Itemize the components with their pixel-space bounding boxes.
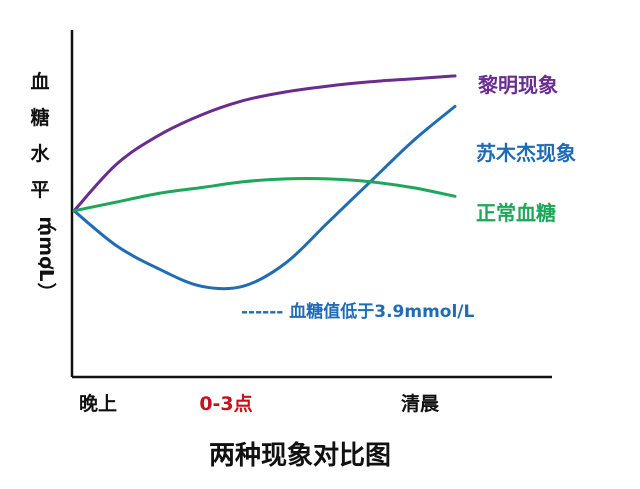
annotation-low-glucose: ------ 血糖值低于3.9mmol/L: [241, 301, 475, 322]
chart-title: 两种现象对比图: [209, 440, 391, 471]
y-axis-label-char: /L: [35, 262, 57, 281]
series-line-somogyi-phenomenon: [72, 104, 457, 291]
x-tick-label: 晚上: [79, 392, 117, 415]
y-axis-label-char: 平: [30, 179, 49, 201]
x-tick-label: 清晨: [401, 392, 440, 415]
series-label-normal-glucose: 正常血糖: [476, 201, 556, 225]
series-group: [72, 74, 457, 291]
x-tick-labels: 晚上 0-3点 清晨: [79, 392, 440, 415]
y-axis-label-char: （: [35, 212, 58, 231]
y-axis-label-char: ）: [35, 282, 58, 301]
series-label-dawn-phenomenon: 黎明现象: [478, 73, 558, 97]
series-line-dawn-phenomenon: [72, 74, 457, 213]
y-axis-label-char: mmol: [35, 216, 57, 275]
x-tick-label: 0-3点: [199, 393, 252, 415]
y-axis-label-char: 糖: [30, 106, 49, 129]
series-line-normal-glucose: [72, 177, 457, 213]
y-axis-label-char: 水: [30, 143, 50, 165]
y-axis-label-char: 血: [30, 70, 49, 93]
series-label-somogyi-phenomenon: 苏木杰现象: [476, 141, 576, 165]
